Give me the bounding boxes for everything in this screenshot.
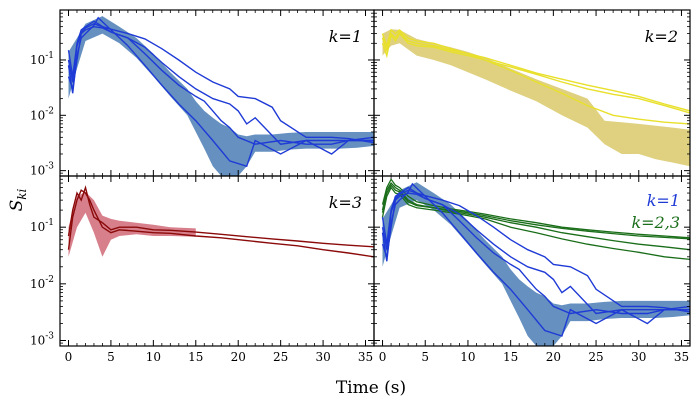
panel-1-label: k=1 (329, 27, 362, 46)
y-axis-label: Ski (7, 188, 29, 211)
x-tick-label: 15 (503, 350, 518, 364)
y-tick-label: 10-2 (30, 106, 54, 122)
y-tick-label: 10-2 (30, 275, 54, 291)
panel-1-plot-area (67, 16, 374, 176)
panel-2-plot-area (381, 28, 690, 167)
panel-3-frame (59, 175, 375, 347)
x-tick-label: 25 (273, 350, 288, 364)
panel-3-plot-area (67, 185, 374, 258)
x-tick-label: 5 (421, 350, 429, 364)
panel-4-series-k23-2 (381, 178, 690, 239)
y-tick-label: 10-1 (30, 218, 54, 234)
x-tick-label: 0 (379, 350, 387, 364)
panel-2-series-2 (381, 32, 690, 114)
x-axis-label: Time (s) (336, 378, 406, 398)
panel-4-series-4 (381, 189, 690, 313)
panel-1-series-1 (67, 16, 374, 168)
y-axis-label-main: S (7, 200, 27, 212)
x-tick-label: 10 (460, 350, 475, 364)
y-tick-label: 10-3 (30, 162, 54, 178)
panel-4-frame (373, 175, 691, 347)
x-tick-label: 35 (358, 350, 373, 364)
panel-4-series-k23-4 (381, 186, 690, 261)
axes-group: 10-3 10-2 10-1 k=1 k=2 10-3 10-2 10-1 0 5 10 15 20 25… (30, 9, 691, 364)
y-tick-label: 10-3 (30, 332, 54, 348)
panel-3-band (68, 191, 196, 257)
panel-4-series-3 (381, 192, 690, 315)
x-tick-label: 5 (107, 350, 115, 364)
x-tick-label: 20 (231, 350, 246, 364)
x-tick-label: 20 (546, 350, 561, 364)
panel-2-band (382, 29, 690, 167)
x-tick-label: 25 (588, 350, 603, 364)
x-tick-label: 15 (188, 350, 203, 364)
panel-3-series-2 (67, 189, 374, 258)
panel-1-series-2 (67, 20, 374, 145)
x-tick-label: 30 (315, 350, 330, 364)
panel-2-label: k=2 (645, 27, 678, 46)
x-tick-label: 30 (631, 350, 646, 364)
panel-4-series-1 (381, 182, 690, 337)
panel-4-plot-area (381, 178, 690, 346)
panel-4-series-2 (381, 186, 690, 315)
x-tick-label: 35 (674, 350, 689, 364)
panel-4-series-k23-3 (381, 184, 690, 251)
x-tick-label: 10 (146, 350, 161, 364)
y-axis-label-sub: ki (15, 188, 29, 199)
panel-3-series-1 (67, 185, 374, 248)
panel-1-band (68, 16, 374, 176)
panels-group (67, 16, 690, 346)
panel-4-series-k23-1 (381, 182, 690, 240)
legend-entry-k1: k=1 (647, 191, 680, 210)
panel-3-label: k=3 (329, 193, 362, 212)
legend-entry-k23: k=2,3 (631, 213, 680, 232)
panel-4-band (382, 182, 690, 346)
panel-2-series-3 (381, 28, 690, 125)
y-tick-label: 10-1 (30, 51, 54, 67)
panel-1-series-3 (67, 25, 374, 145)
panel-1-series-4 (67, 23, 374, 144)
x-tick-label: 0 (65, 350, 73, 364)
